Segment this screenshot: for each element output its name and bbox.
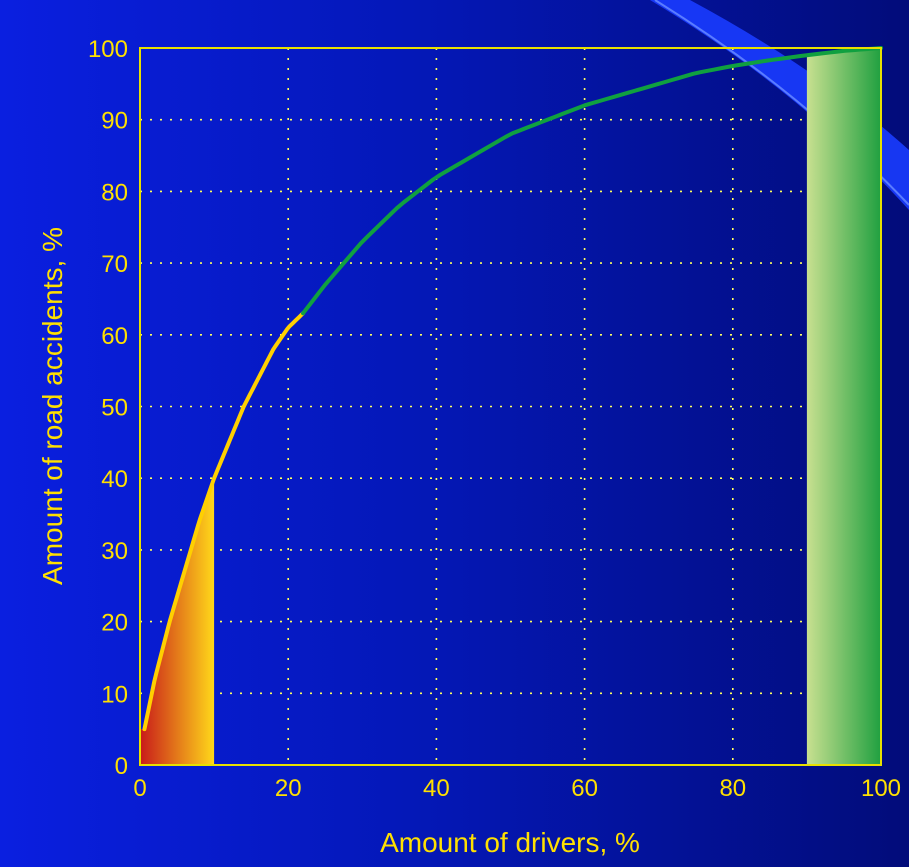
x-tick-label: 20 bbox=[275, 775, 302, 802]
plot-frame bbox=[139, 47, 882, 766]
plot-border bbox=[139, 47, 882, 766]
curve-segment-high bbox=[301, 46, 883, 316]
y-tick-label: 20 bbox=[101, 610, 128, 637]
y-tick-label: 40 bbox=[101, 466, 128, 493]
x-axis-title: Amount of drivers, % bbox=[380, 827, 640, 858]
curve-segment-low bbox=[142, 311, 306, 732]
x-tick-label: 60 bbox=[571, 775, 598, 802]
y-tick-label: 50 bbox=[101, 395, 128, 422]
y-axis-ticks: 0 10 20 30 40 50 60 70 80 90 100 bbox=[88, 36, 128, 780]
y-tick-label: 10 bbox=[101, 681, 128, 708]
y-axis-title: Amount of road accidents, % bbox=[37, 227, 68, 585]
y-tick-label: 70 bbox=[101, 251, 128, 278]
cumulative-curve bbox=[142, 46, 883, 732]
y-tick-label: 90 bbox=[101, 108, 128, 135]
y-tick-label: 80 bbox=[101, 179, 128, 206]
grid bbox=[140, 48, 881, 765]
y-tick-label: 60 bbox=[101, 323, 128, 350]
y-tick-label: 30 bbox=[101, 538, 128, 565]
y-tick-label: 0 bbox=[115, 753, 128, 780]
x-tick-label: 0 bbox=[133, 775, 146, 802]
x-axis-ticks: 0 20 40 60 80 100 bbox=[133, 775, 901, 802]
x-tick-label: 80 bbox=[719, 775, 746, 802]
y-tick-label: 100 bbox=[88, 36, 128, 63]
x-tick-label: 40 bbox=[423, 775, 450, 802]
x-tick-label: 100 bbox=[861, 775, 901, 802]
shaded-region-low bbox=[140, 478, 215, 765]
shaded-region-high bbox=[806, 48, 881, 765]
shaded-regions bbox=[140, 48, 881, 765]
